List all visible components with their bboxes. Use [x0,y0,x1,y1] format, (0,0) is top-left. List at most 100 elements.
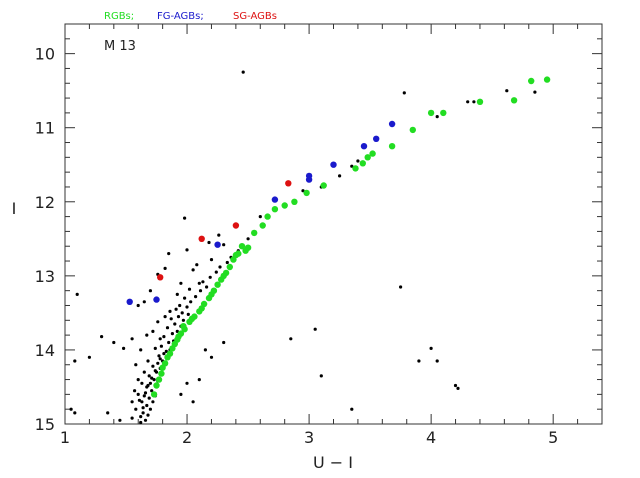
point-rgbs [226,263,233,271]
point-rgbs [208,291,215,298]
star-point [145,403,149,408]
point-rgbs [150,391,158,398]
star-point [151,329,155,333]
y-tick-label: 12 [35,193,55,212]
star-point [69,407,73,411]
star-point [472,100,476,104]
star-point [146,359,150,363]
star-point [147,374,151,378]
star-point [350,407,354,411]
star-point [197,281,201,285]
point-rgbs [180,323,187,330]
star-point [163,315,167,319]
star-point [180,311,184,315]
star-point [153,346,157,350]
axis-ticks [64,23,603,425]
star-point [141,406,145,410]
star-point [217,233,221,237]
star-point [168,309,172,313]
point-rgbs [281,202,288,209]
point-rgbs [232,251,240,259]
star-point [179,392,183,396]
star-point [205,285,209,289]
point-rgbs [159,364,166,371]
star-point [122,346,126,350]
star-point [137,398,141,402]
y-tick-label: 15 [35,415,55,434]
point-fg-agbs [360,143,368,150]
star-point [118,418,122,422]
star-point [130,400,134,404]
star-point [402,91,406,95]
star-point [159,344,163,348]
y-tick-label: 11 [35,119,55,138]
star-point [143,418,148,422]
point-sg-agbs [157,274,164,281]
data-points [69,70,551,425]
star-point [134,407,138,411]
star-point [141,411,145,415]
star-point [143,391,148,395]
star-point [153,369,157,373]
star-point [156,320,160,324]
point-rgbs [543,76,551,83]
star-point [356,159,360,163]
plot-frame [64,23,603,425]
point-sg-agbs [232,222,240,229]
star-point [169,317,173,321]
point-rgbs [303,189,310,197]
star-point [136,378,140,382]
star-point [152,378,156,382]
point-rgbs [320,182,327,189]
point-rgbs [175,333,182,340]
point-fg-agbs [305,176,313,183]
star-point [186,312,190,316]
point-rgbs [198,305,205,312]
star-point [156,361,160,365]
point-rgbs [259,222,266,229]
star-point [179,281,183,285]
point-rgbs [359,160,366,167]
star-point [246,237,250,241]
x-tick-label: 2 [182,428,192,447]
star-point [350,164,354,168]
star-point [185,305,189,309]
star-point [313,327,317,331]
star-point [133,389,137,393]
star-point [225,260,229,265]
star-point [178,303,182,308]
star-point [146,383,150,388]
point-fg-agbs [373,135,380,142]
star-point [435,115,439,119]
star-point [189,300,193,304]
star-point [142,394,146,398]
star-point [100,335,104,339]
legend-label-fg-agb: FG-AGBs; [157,11,204,22]
star-point [173,322,177,326]
star-point [139,420,143,425]
star-point [203,348,207,352]
star-point [142,300,146,304]
point-rgbs [158,370,165,377]
star-point [136,392,140,396]
point-rgbs [251,229,258,237]
point-rgbs [271,206,279,213]
star-point [175,292,179,296]
star-point [134,363,138,367]
point-rgbs [214,281,221,288]
point-fg-agbs [126,298,133,305]
star-point [185,381,189,385]
star-point [145,333,149,337]
star-point [207,240,211,245]
legend-label-sg-agb: SG-AGBs [233,11,277,22]
star-point [222,340,226,345]
star-point [181,318,185,322]
star-point [456,386,460,390]
point-rgbs [369,150,376,157]
star-point [130,337,134,341]
x-axis-label: U − I [313,453,353,472]
star-point [147,396,151,400]
star-point [150,376,154,380]
star-point [319,374,323,378]
